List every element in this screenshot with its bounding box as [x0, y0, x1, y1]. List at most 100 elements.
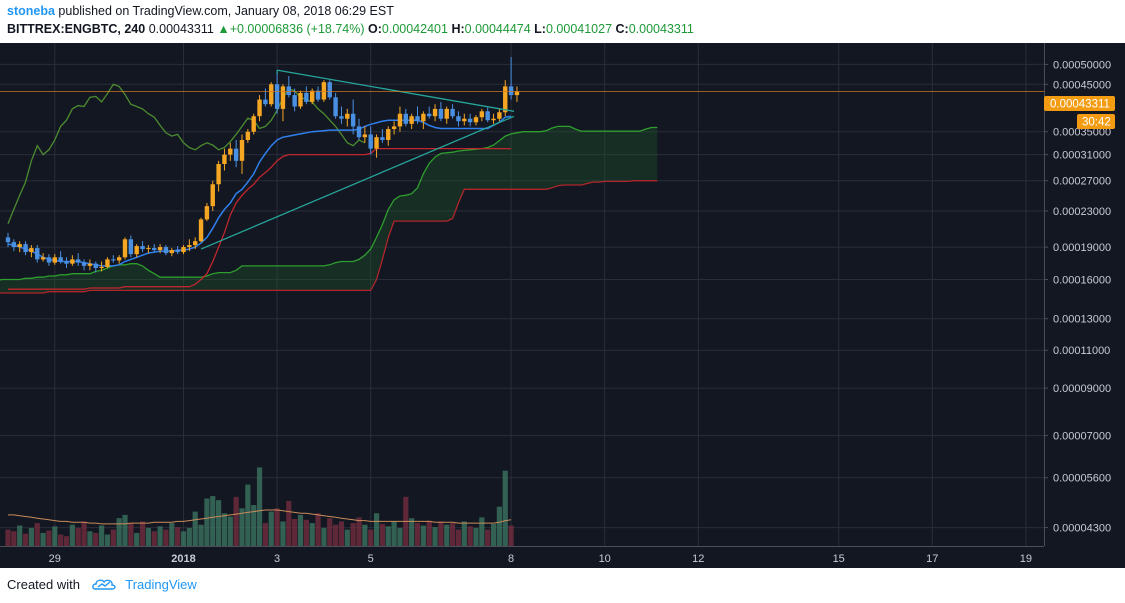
symbol-ohlc-line: BITTREX:ENGBTC, 240 0.00043311 ▲+0.00006… [7, 22, 694, 36]
price-tick-label: 0.00004300 [1053, 523, 1111, 535]
volume-bar [204, 498, 210, 546]
volume-bar [122, 514, 128, 546]
price-tag-value: 0.00043311 [1050, 99, 1110, 111]
candle-body [310, 90, 315, 102]
volume-bar [315, 513, 321, 546]
author-link[interactable]: stoneba [7, 4, 55, 18]
volume-bar [356, 517, 362, 546]
leading-span-a [0, 125, 658, 281]
candle-body [339, 116, 344, 119]
last-price: 0.00043311 [148, 22, 214, 36]
candle-body [432, 108, 438, 117]
volume-bar [11, 531, 17, 546]
candle-body [233, 148, 239, 161]
volume-bar [490, 523, 497, 546]
volume-bar [508, 525, 514, 546]
volume-bar [262, 523, 268, 546]
volume-bar [297, 514, 304, 546]
time-tick-label: 10 [599, 553, 611, 565]
candle-body [356, 126, 362, 138]
triangle-drawing[interactable] [200, 69, 515, 250]
volume-bar [391, 521, 397, 546]
price-tick-label: 0.00031000 [1053, 150, 1111, 162]
volume-bar [34, 523, 40, 546]
volume-bar [473, 527, 479, 546]
candle-body [29, 248, 34, 253]
candle-body [514, 91, 520, 96]
price-tick-label: 0.00009000 [1053, 383, 1111, 395]
volume-bar [321, 527, 327, 546]
volume-bar [385, 526, 391, 546]
price-change: +0.00006836 (+18.74%) [229, 22, 365, 36]
price-tick-label: 0.00050000 [1053, 59, 1111, 71]
candle-body [415, 116, 420, 122]
volume-bar [479, 517, 485, 546]
candle-body [438, 108, 444, 119]
volume-bar [81, 521, 87, 546]
candle-body [409, 116, 414, 124]
volume-bar [432, 527, 438, 546]
candle-body [473, 117, 479, 123]
price-tick-label: 0.00035000 [1053, 127, 1111, 139]
candle-body [46, 257, 52, 263]
candle-body [263, 99, 268, 105]
volume-bar [409, 518, 415, 546]
time-tick-label: 29 [49, 553, 61, 565]
volume-bar [233, 496, 239, 546]
volume-bar [17, 525, 23, 546]
candlesticks[interactable] [5, 56, 520, 273]
candle-body [198, 219, 204, 242]
time-axis[interactable]: 29 2018 3 5 8 10 12 15 17 19 [0, 546, 1125, 568]
price-tick-label: 0.00045000 [1053, 79, 1111, 91]
low-label: L: [534, 22, 546, 36]
candle-body [5, 237, 11, 243]
publish-info: published on TradingView.com, January 08… [58, 4, 394, 18]
volume-bar [368, 529, 374, 546]
triangle-upper-line [276, 69, 515, 112]
candle-body [222, 154, 227, 165]
volume-bar [227, 516, 233, 546]
volume-bar [461, 521, 467, 546]
volume-ma [8, 509, 512, 525]
candle-body [157, 247, 163, 251]
volume-bar [46, 530, 52, 546]
candle-body [152, 248, 157, 251]
tradingview-link[interactable]: TradingView [125, 577, 197, 592]
candle-body [450, 108, 455, 117]
candle-body [508, 86, 514, 96]
volume-bar [163, 529, 169, 546]
candle-body [368, 134, 373, 149]
candle-body [315, 90, 321, 100]
candle-body [421, 113, 426, 122]
created-with-label: Created with [7, 577, 80, 592]
volume-bar [438, 521, 444, 546]
candle-body [58, 257, 63, 262]
candle-body [181, 247, 186, 253]
candle-body [245, 131, 251, 141]
volume-bar [502, 470, 508, 546]
volume-bar [420, 525, 426, 546]
volume-bar [362, 524, 368, 546]
candle-body [134, 246, 139, 255]
candle-body [280, 86, 286, 109]
volume-bar [280, 521, 286, 546]
candle-body [491, 118, 496, 121]
price-tick-label: 0.00011000 [1053, 345, 1110, 357]
volume-bar [350, 523, 356, 546]
volume-bar [28, 527, 34, 546]
volume-bar [467, 526, 473, 546]
time-tick-label: 8 [508, 553, 514, 565]
symbol-name[interactable]: BITTREX:ENGBTC, 240 [7, 22, 146, 36]
price-chart[interactable]: 0.00050000 0.00045000 0.00035000 0.00031000… [0, 43, 1125, 568]
volume-bar [338, 521, 345, 546]
candle-body [304, 92, 309, 102]
volume-bar [75, 527, 81, 546]
price-axis[interactable]: 0.00050000 0.00045000 0.00035000 0.00031000… [1044, 43, 1125, 568]
volume-bar [63, 536, 70, 546]
time-tick-label: 5 [368, 553, 374, 565]
price-tag: 0.00043311 30:42 [1044, 96, 1115, 129]
volume-bar [104, 534, 111, 546]
candle-body [116, 257, 122, 261]
candle-body [70, 259, 75, 264]
volume-bar [455, 529, 462, 546]
